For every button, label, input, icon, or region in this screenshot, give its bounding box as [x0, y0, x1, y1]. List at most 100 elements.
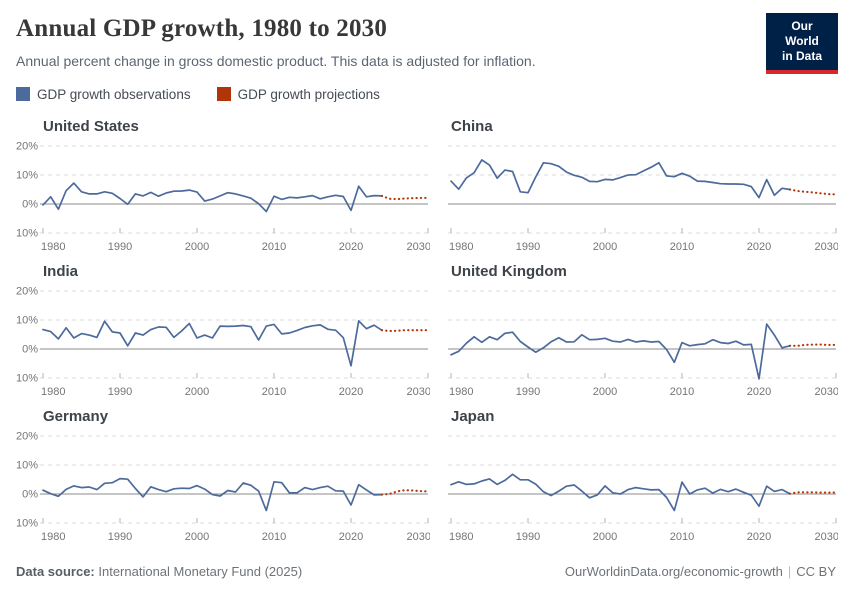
- x-axis-label: 2000: [185, 531, 209, 543]
- license-link[interactable]: CC BY: [796, 564, 836, 579]
- panel-title: China: [451, 118, 493, 135]
- x-axis-label: 1980: [41, 531, 65, 543]
- y-axis-label: 20%: [16, 286, 38, 298]
- chart-row-3: Germany 20%10%0%-10%19801990200020102020…: [0, 405, 850, 550]
- legend-label: GDP growth projections: [237, 86, 380, 102]
- x-axis-label: 2020: [747, 386, 771, 398]
- legend-item-projections: GDP growth projections: [216, 86, 380, 102]
- observations-line: [450, 159, 791, 199]
- data-source-label: Data source:: [16, 564, 95, 579]
- chart-subtitle: Annual percent change in gross domestic …: [16, 53, 536, 69]
- x-axis-label: 2010: [262, 386, 286, 398]
- observations-swatch-icon: [16, 87, 30, 101]
- owid-logo[interactable]: Our World in Data: [766, 13, 838, 74]
- owid-logo-line2: in Data: [781, 49, 822, 63]
- x-axis-label: 1990: [108, 241, 132, 253]
- y-axis-label: 10%: [16, 460, 38, 472]
- x-axis-label: 2000: [185, 241, 209, 253]
- x-axis-label: 1990: [516, 241, 540, 253]
- x-axis-label: 1990: [516, 386, 540, 398]
- footer-separator: |: [787, 564, 792, 579]
- chart-footer: Data source: International Monetary Fund…: [16, 564, 836, 579]
- observations-line: [42, 320, 383, 367]
- x-axis-label: 2020: [339, 386, 363, 398]
- x-axis-label: 1980: [449, 386, 473, 398]
- page-title: Annual GDP growth, 1980 to 2030: [16, 15, 388, 42]
- y-axis-label: -10%: [16, 518, 38, 530]
- projections-line: [788, 491, 838, 495]
- y-axis-label: 20%: [16, 141, 38, 153]
- observations-line: [450, 323, 791, 380]
- y-axis-label: -10%: [16, 373, 38, 385]
- x-axis-label: 1980: [41, 241, 65, 253]
- chart-grid: United States 20%10%0%-10%19801990200020…: [0, 115, 850, 550]
- x-axis-label: 2000: [593, 531, 617, 543]
- x-axis-label: 2000: [185, 386, 209, 398]
- footer-links: OurWorldinData.org/economic-growth | CC BY: [565, 564, 836, 579]
- x-axis-label: 1990: [108, 386, 132, 398]
- legend: GDP growth observations GDP growth proje…: [0, 70, 850, 103]
- x-axis-label: 2030: [815, 386, 838, 398]
- panel-united-kingdom: United Kingdom 1980 1990 2000 2010 2020 2030: [440, 260, 838, 405]
- line-chart-united-kingdom: 1980 1990 2000 2010 2020 2030: [448, 290, 838, 398]
- line-chart-india: 20% 10% 0% -10%1980 1990 2000 2010 2020 2030: [16, 286, 430, 399]
- x-axis-label: 2010: [262, 241, 286, 253]
- chart-row-1: United States 20%10%0%-10%19801990200020…: [0, 115, 850, 260]
- panel-title: India: [43, 263, 79, 280]
- y-axis-label: -10%: [16, 228, 38, 240]
- x-axis-label: 1980: [449, 531, 473, 543]
- projections-line: [380, 194, 430, 201]
- observations-line: [42, 182, 383, 213]
- y-axis-label: 10%: [16, 315, 38, 327]
- y-axis-label: 0%: [22, 489, 38, 501]
- y-axis-label: 10%: [16, 170, 38, 182]
- x-axis-label: 2020: [747, 241, 771, 253]
- x-axis-label: 2030: [407, 386, 430, 398]
- x-axis-label: 2030: [407, 241, 430, 253]
- x-axis-label: 2020: [339, 241, 363, 253]
- panel-title: United Kingdom: [451, 263, 567, 280]
- panel-united-states: United States 20%10%0%-10%19801990200020…: [16, 115, 430, 260]
- x-axis-label: 2020: [339, 531, 363, 543]
- panel-title: Germany: [43, 408, 109, 425]
- projections-line: [380, 329, 430, 333]
- x-axis-label: 2010: [262, 531, 286, 543]
- x-axis-label: 2030: [815, 241, 838, 253]
- x-axis-label: 2000: [593, 241, 617, 253]
- x-axis-label: 2000: [593, 386, 617, 398]
- observations-line: [42, 477, 383, 512]
- panel-india: India 20%10%0%-10%1980199020002010202020…: [16, 260, 430, 405]
- x-axis-label: 1990: [108, 531, 132, 543]
- x-axis-label: 1990: [516, 531, 540, 543]
- line-chart-china: 1980 1990 2000 2010 2020 2030: [448, 145, 838, 253]
- legend-label: GDP growth observations: [37, 86, 191, 102]
- panel-china: China 1980 1990 2000 2010 2020 2030: [440, 115, 838, 260]
- panel-germany: Germany 20% 10% 0% -10%1980 1990 2000 2010 2020…: [16, 405, 430, 550]
- x-axis-label: 2010: [670, 386, 694, 398]
- x-axis-label: 2010: [670, 241, 694, 253]
- projections-line: [788, 343, 838, 347]
- y-axis-label: 20%: [16, 431, 38, 443]
- x-axis-label: 1980: [41, 386, 65, 398]
- line-chart-germany: 20% 10% 0% -10%1980 1990 2000 2010 2020 2030: [16, 431, 430, 544]
- panel-japan: Japan 1980 1990 2000 2010 2020 2030: [440, 405, 838, 550]
- projections-line: [380, 489, 430, 496]
- y-axis-label: 0%: [22, 199, 38, 211]
- owid-url-link[interactable]: OurWorldinData.org/economic-growth: [564, 564, 783, 579]
- x-axis-label: 1980: [449, 241, 473, 253]
- x-axis-label: 2030: [815, 531, 838, 543]
- projections-swatch-icon: [216, 87, 231, 101]
- x-axis-label: 2030: [407, 531, 430, 543]
- projections-line: [788, 188, 838, 196]
- panel-title: United States: [43, 118, 139, 135]
- x-axis-label: 2020: [747, 531, 771, 543]
- observations-line: [450, 473, 791, 512]
- data-source-value: International Monetary Fund (2025): [94, 564, 303, 579]
- data-source: Data source: International Monetary Fund…: [16, 564, 302, 579]
- panel-title: Japan: [451, 408, 495, 425]
- legend-item-observations: GDP growth observations: [16, 87, 191, 102]
- line-chart-united-states: 20% 10% 0% -10%1980 1990 2000 2010 2020 2030: [16, 141, 430, 254]
- chart-row-2: India 20%10%0%-10%1980199020002010202020…: [0, 260, 850, 405]
- line-chart-japan: 1980 1990 2000 2010 2020 2030: [448, 435, 838, 543]
